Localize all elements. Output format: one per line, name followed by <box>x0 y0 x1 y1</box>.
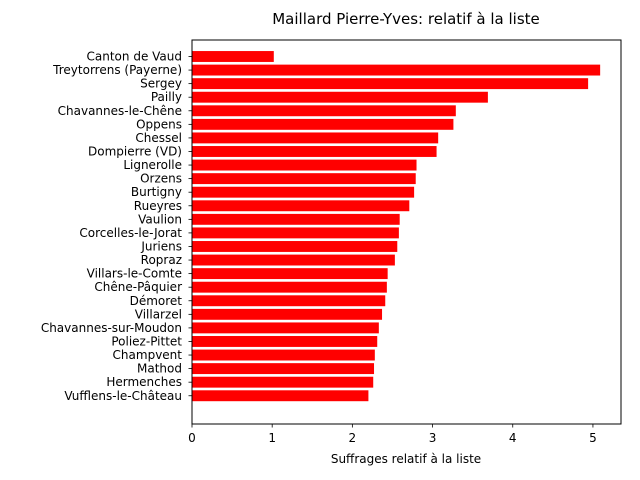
y-tick-label: Pailly <box>151 90 182 104</box>
bar <box>192 227 399 239</box>
y-tick-label: Treytorrens (Payerne) <box>52 63 182 77</box>
bar <box>192 186 415 198</box>
bar <box>192 268 388 280</box>
y-tick-label: Villars-le-Comte <box>87 267 182 281</box>
bar <box>192 146 437 157</box>
x-ticks: 0 1 2 3 4 5 <box>188 424 597 445</box>
y-tick-label: Démoret <box>130 294 183 308</box>
bar <box>192 254 395 266</box>
y-tick-label: Chessel <box>135 131 182 145</box>
y-tick-label: Champvent <box>113 348 183 362</box>
bar <box>192 390 369 402</box>
x-tick-label: 0 <box>188 431 196 445</box>
bar <box>192 213 400 225</box>
bar <box>192 173 416 185</box>
y-tick-label: Orzens <box>140 172 182 186</box>
y-tick-label: Canton de Vaud <box>87 50 182 64</box>
y-tick-label: Lignerolle <box>123 158 182 172</box>
bar <box>192 295 386 307</box>
y-tick-label: Burtigny <box>131 185 182 199</box>
bar <box>192 336 378 347</box>
plot-frame <box>191 39 622 425</box>
bar <box>192 64 601 76</box>
y-tick-label: Chavannes-le-Chêne <box>58 104 182 118</box>
x-tick-label: 5 <box>589 431 597 445</box>
y-tick-label: Rueyres <box>134 199 182 213</box>
y-tick-label: Vaulion <box>138 212 182 226</box>
bar <box>192 308 383 320</box>
y-tick-label: Villarzel <box>135 307 182 321</box>
y-tick-label: Oppens <box>136 117 182 131</box>
bar <box>192 200 410 212</box>
y-tick-label: Ropraz <box>141 253 182 267</box>
bar <box>192 322 379 334</box>
bar <box>192 281 387 293</box>
bar <box>192 51 274 62</box>
y-tick-label: Poliez-Pittet <box>111 334 182 348</box>
bar <box>192 105 456 117</box>
y-tick-label: Chavannes-sur-Moudon <box>41 321 182 335</box>
y-tick-label: Chêne-Pâquier <box>94 280 182 294</box>
bar <box>192 363 375 375</box>
bar <box>192 132 439 144</box>
y-tick-label: Corcelles-le-Jorat <box>79 226 182 240</box>
y-tick-label: Hermenches <box>106 375 182 389</box>
x-tick-label: 3 <box>429 431 437 445</box>
x-axis-label: Suffrages relatif à la liste <box>331 452 481 466</box>
x-tick-label: 1 <box>268 431 276 445</box>
bar <box>192 376 374 388</box>
bar <box>192 159 417 171</box>
y-tick-label: Mathod <box>137 362 182 376</box>
y-tick-label: Vufflens-le-Château <box>64 389 182 403</box>
x-tick-label: 2 <box>349 431 357 445</box>
y-tick-label: Juriens <box>140 239 182 253</box>
bar <box>192 78 589 90</box>
x-tick-label: 4 <box>509 431 517 445</box>
y-tick-label: Sergey <box>140 77 182 91</box>
y-tick-label: Dompierre (VD) <box>88 144 182 158</box>
bar <box>192 118 454 130</box>
bar <box>192 91 488 103</box>
bar <box>192 349 375 361</box>
bar <box>192 241 398 252</box>
bars-group <box>192 51 601 402</box>
chart-title: Maillard Pierre-Yves: relatif à la liste <box>272 10 540 28</box>
